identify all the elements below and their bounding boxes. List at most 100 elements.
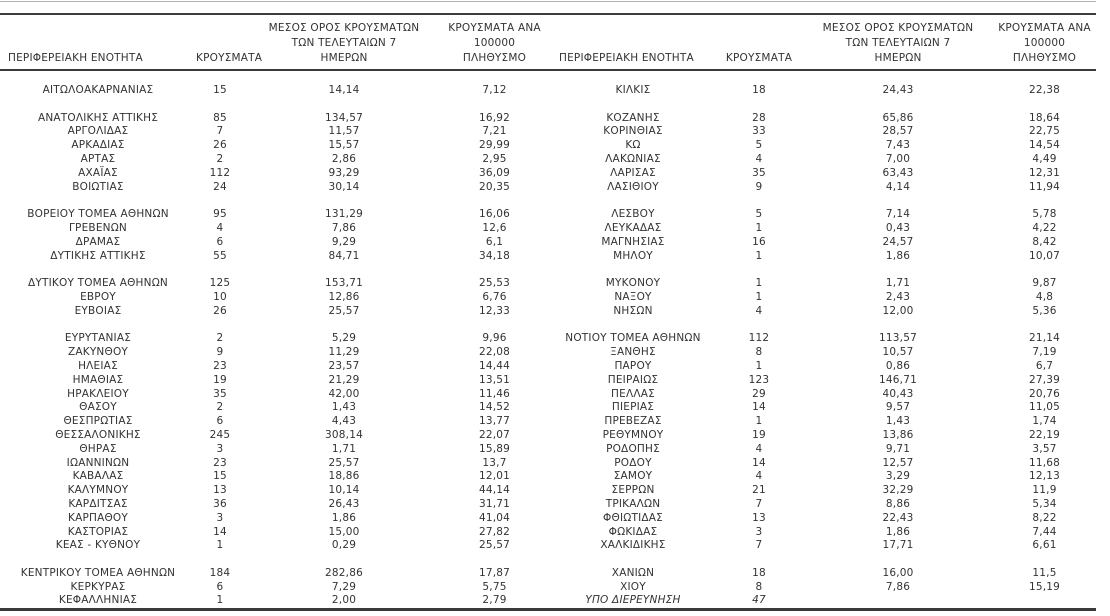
left-avg7-cell: 11,57 — [328, 125, 360, 138]
left-cases-cell: 13 — [213, 484, 227, 497]
left-per100k-cell: 17,87 — [478, 566, 511, 579]
left-region-cell: ΔΥΤΙΚΗΣ ΑΤΤΙΚΗΣ — [50, 249, 146, 262]
bottom-thick-rule — [0, 608, 1096, 611]
right-region-cell: ΞΑΝΘΗΣ — [610, 346, 656, 359]
left-cases-cell: 3 — [216, 511, 224, 524]
right-per100k-cell: 5,36 — [1032, 304, 1057, 317]
right-cases-cell: 28 — [752, 111, 766, 124]
right-avg7-cell: 146,71 — [879, 373, 917, 386]
left-cases-cell: 95 — [213, 208, 227, 221]
left-per100k-cell: 14,52 — [478, 401, 511, 414]
top-thick-rule — [0, 13, 1096, 15]
right-avg7-cell: 0,43 — [885, 221, 911, 234]
right-avg7-cell: 4,14 — [885, 180, 911, 193]
right-per100k-cell: 6,61 — [1032, 539, 1057, 552]
header-avg7-left-line1: ΜΕΣΟΣ ΟΡΟΣ ΚΡΟΥΣΜΑΤΩΝ — [268, 22, 420, 34]
left-per100k-cell: 22,07 — [478, 428, 511, 441]
left-avg7-cell: 42,00 — [328, 387, 360, 400]
right-per100k-cell: 7,19 — [1032, 346, 1057, 359]
right-cases-cell: 14 — [752, 456, 766, 469]
left-per100k-cell: 6,1 — [485, 235, 504, 248]
left-region-cell: ΙΩΑΝΝΙΝΩΝ — [66, 456, 130, 469]
left-per100k-cell: 14,44 — [478, 359, 511, 372]
left-region-cell: ΚΕΑΣ - ΚΥΘΝΟΥ — [55, 539, 141, 552]
right-region-cell: ΚΟΡΙΝΘΙΑΣ — [603, 125, 663, 138]
left-region-cell: ΑΧΑΪΑΣ — [78, 166, 118, 179]
left-avg7-cell: 7,29 — [331, 580, 357, 593]
right-cases-cell: 33 — [752, 125, 766, 138]
header-avg7-left-line2: ΤΩΝ ΤΕΛΕΥΤΑΙΩΝ 7 — [291, 37, 397, 49]
table-body: ΑΙΤΩΛΟΑΚΑΡΝΑΝΙΑΣ 15 14,14 7,12 ΚΙΛΚΙΣ 18 24,43… — [0, 84, 1096, 608]
right-avg7-cell: 9,57 — [885, 401, 911, 414]
right-region-cell: ΠΕΛΛΑΣ — [611, 387, 655, 400]
right-region-cell: ΛΑΣΙΘΙΟΥ — [607, 180, 659, 193]
header-avg7-left: ΜΕΣΟΣ ΟΡΟΣ ΚΡΟΥΣΜΑΤΩΝ ΤΩΝ ΤΕΛΕΥΤΑΙΩΝ 7 Η… — [244, 21, 444, 68]
left-region-cell: ΚΕΦΑΛΛΗΝΙΑΣ — [58, 594, 138, 607]
left-per100k-cell: 12,33 — [478, 304, 511, 317]
right-region-cell: ΧΑΝΙΩΝ — [611, 566, 655, 579]
left-avg7-cell: 25,57 — [328, 304, 360, 317]
left-avg7-cell: 5,29 — [331, 332, 357, 345]
right-cases-cell: 5 — [755, 139, 763, 152]
right-per100k-cell: 12,31 — [1028, 166, 1061, 179]
left-avg7-cell: 4,43 — [331, 415, 357, 428]
right-avg7-cell: 40,43 — [882, 387, 914, 400]
right-region-cell: ΚΩ — [625, 139, 641, 152]
left-avg7-cell: 1,71 — [331, 442, 357, 455]
right-cases-cell: 7 — [755, 539, 763, 552]
left-avg7-cell: 84,71 — [328, 249, 360, 262]
right-per100k-cell: 4,22 — [1032, 221, 1057, 234]
left-per100k-cell: 2,79 — [482, 594, 507, 607]
left-per100k-cell: 36,09 — [478, 166, 511, 179]
left-avg7-cell: 25,57 — [328, 456, 360, 469]
right-cases-cell: 29 — [752, 387, 766, 400]
left-cases-cell: 7 — [216, 125, 224, 138]
left-avg7-cell: 2,86 — [331, 152, 357, 165]
left-per100k-cell: 6,76 — [482, 290, 507, 303]
header-per100k-right: ΚΡΟΥΣΜΑΤΑ ΑΝΑ 100000 ΠΛΗΘΥΣΜΟ — [993, 21, 1096, 68]
left-per100k-cell: 2,95 — [482, 152, 507, 165]
left-per100k-cell: 20,35 — [478, 180, 511, 193]
left-per100k-cell: 41,04 — [478, 511, 511, 524]
right-cases-cell: 1 — [755, 221, 763, 234]
right-region-cell: ΜΥΚΟΝΟΥ — [605, 277, 661, 290]
left-avg7-cell: 93,29 — [328, 166, 360, 179]
right-per100k-cell: 15,19 — [1028, 580, 1061, 593]
right-per100k-cell — [993, 594, 1096, 608]
left-region-cell: ΗΜΑΘΙΑΣ — [72, 373, 124, 386]
left-cases-cell: 112 — [209, 166, 231, 179]
left-avg7-cell: 1,43 — [331, 401, 357, 414]
right-per100k-cell: 11,05 — [1028, 401, 1061, 414]
right-cases-cell: 35 — [752, 166, 766, 179]
left-region-cell: ΚΕΡΚΥΡΑΣ — [70, 580, 126, 593]
left-cases-cell: 23 — [213, 456, 227, 469]
left-avg7-cell: 15,57 — [328, 139, 360, 152]
left-avg7-cell: 21,29 — [328, 373, 360, 386]
right-avg7-cell: 10,57 — [882, 346, 914, 359]
left-region-cell: ΑΡΓΟΛΙΔΑΣ — [67, 125, 129, 138]
right-cases-cell: 112 — [748, 332, 770, 345]
spacer-row — [0, 194, 1096, 208]
left-region-cell: ΕΥΒΟΙΑΣ — [74, 304, 122, 317]
right-avg7-cell: 7,14 — [885, 208, 911, 221]
right-per100k-cell: 4,49 — [1032, 152, 1057, 165]
right-avg7-cell: 3,29 — [885, 470, 911, 483]
right-cases-cell: 18 — [752, 566, 766, 579]
left-avg7-cell: 308,14 — [325, 428, 363, 441]
header-per100k-left-line2: ΠΛΗΘΥΣΜΟ — [462, 52, 527, 64]
left-avg7-cell: 18,86 — [328, 470, 360, 483]
spacer-row — [0, 319, 1096, 333]
left-cases-cell: 14 — [213, 525, 227, 538]
left-avg7-cell: 15,00 — [328, 525, 360, 538]
header-cases-left: ΚΡΟΥΣΜΑΤΑ — [196, 52, 263, 64]
right-per100k-cell: 11,68 — [1028, 456, 1061, 469]
header-per100k-left: ΚΡΟΥΣΜΑΤΑ ΑΝΑ 100000 ΠΛΗΘΥΣΜΟ — [444, 21, 545, 68]
left-cases-cell: 55 — [213, 249, 227, 262]
right-per100k-cell: 22,75 — [1028, 125, 1061, 138]
left-region-cell: ΒΟΡΕΙΟΥ ΤΟΜΕΑ ΑΘΗΝΩΝ — [27, 208, 169, 221]
left-cases-cell: 3 — [216, 442, 224, 455]
left-cases-cell: 184 — [209, 566, 231, 579]
right-per100k-cell: 5,34 — [1032, 497, 1057, 510]
header-region-left: ΠΕΡΙΦΕΡΕΙΑΚΗ ΕΝΟΤΗΤΑ — [8, 52, 143, 64]
left-per100k-cell: 15,89 — [478, 442, 511, 455]
